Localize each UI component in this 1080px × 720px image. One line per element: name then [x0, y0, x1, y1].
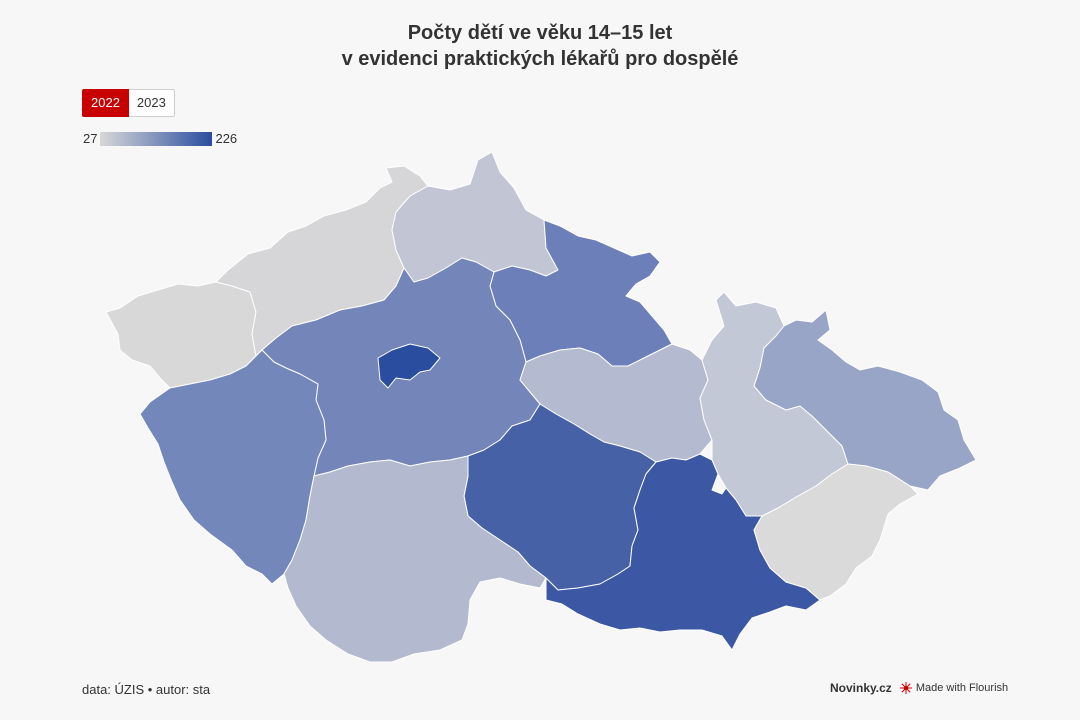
novinky-logo[interactable]: Novinky.cz: [830, 681, 892, 695]
made-with-flourish-link[interactable]: Made with Flourish: [915, 682, 1009, 694]
legend-gradient-bar: [100, 131, 213, 146]
tab-2022[interactable]: 2022: [82, 89, 129, 117]
title-line-2: v evidenci praktických lékařů pro dospěl…: [341, 48, 739, 70]
title-line-1: Počty dětí ve věku 14–15 let: [407, 22, 673, 44]
region-jihocesky[interactable]: [283, 455, 547, 663]
legend-max-label: 226: [215, 131, 238, 146]
year-tabs: 2022 2023: [82, 89, 175, 117]
branding: Novinky.cz Made with Flourish: [830, 681, 1008, 695]
source-credit: data: ÚZIS • autor: sta: [82, 682, 211, 697]
color-legend: 27 226: [83, 131, 237, 146]
tab-2023[interactable]: 2023: [128, 89, 175, 117]
chart-title: Počty dětí ve věku 14–15 let v evidenci …: [0, 20, 1080, 72]
flourish-icon: [899, 682, 912, 694]
region-jihomoravsky[interactable]: [545, 453, 821, 651]
legend-min-label: 27: [83, 131, 98, 146]
region-praha[interactable]: [377, 343, 441, 389]
region-moravskoslezsky[interactable]: [753, 309, 977, 491]
region-zlinsky[interactable]: [753, 463, 919, 601]
